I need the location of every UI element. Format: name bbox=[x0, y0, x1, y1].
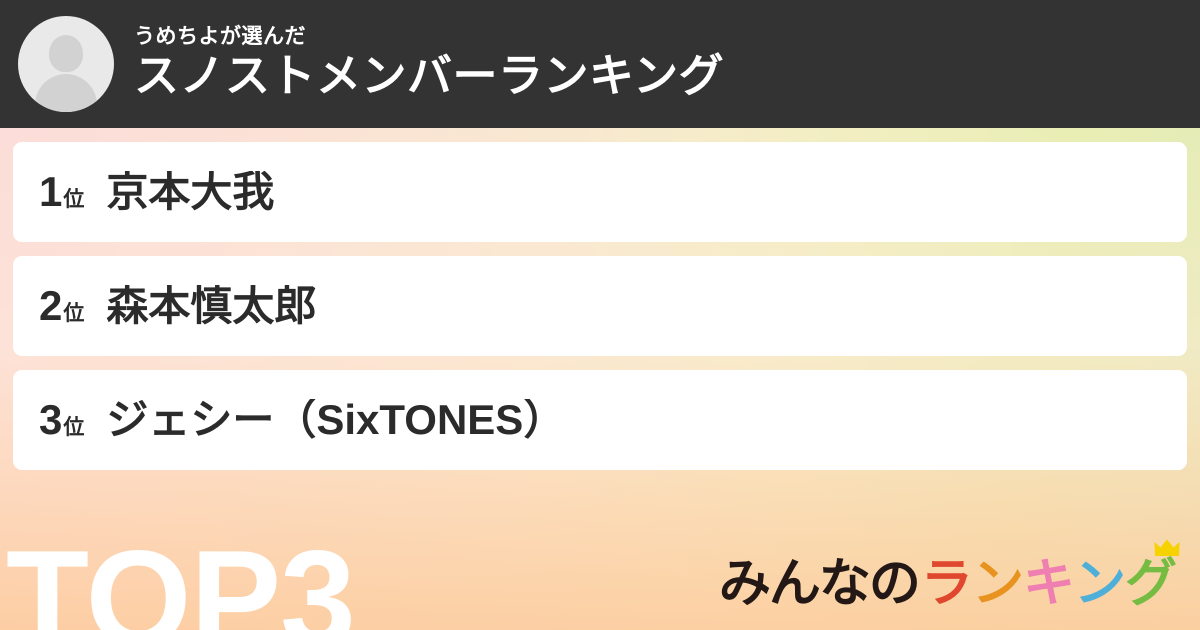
site-logo[interactable]: みんなの ラ ン キ ン グ bbox=[718, 539, 1180, 614]
logo-text-colored: ラ ン キ ン グ bbox=[920, 539, 1180, 614]
ranking-row-3[interactable]: 3 位 ジェシー（SixTONES） bbox=[13, 370, 1187, 470]
rank-unit-3: 位 bbox=[63, 416, 85, 439]
top3-watermark: TOP3 bbox=[6, 522, 356, 630]
rank-name-2: 森本慎太郎 bbox=[106, 285, 317, 327]
logo-kana-4: ン bbox=[1073, 554, 1126, 614]
rank-badge-1: 1 位 bbox=[39, 171, 84, 213]
logo-kana-2: ン bbox=[971, 554, 1024, 614]
footer: TOP3 みんなの ラ ン キ ン グ bbox=[0, 495, 1200, 630]
avatar-body-shape bbox=[35, 74, 97, 112]
rank-number-1: 1 bbox=[39, 168, 63, 215]
logo-kana-1: ラ bbox=[920, 554, 973, 614]
rank-badge-3: 3 位 bbox=[39, 399, 84, 441]
avatar-head-shape bbox=[49, 35, 83, 72]
ranking-list: 1 位 京本大我 2 位 森本慎太郎 3 位 ジェシー（SixTONES） bbox=[0, 128, 1200, 470]
rank-number-3: 3 bbox=[39, 396, 63, 443]
header-bar: うめちよが選んだ スノストメンバーランキング bbox=[0, 0, 1200, 128]
ranking-row-2[interactable]: 2 位 森本慎太郎 bbox=[13, 256, 1187, 356]
logo-kana-3: キ bbox=[1022, 554, 1075, 614]
header-text-group: うめちよが選んだ スノストメンバーランキング bbox=[134, 25, 724, 103]
rank-name-3: ジェシー（SixTONES） bbox=[106, 399, 566, 441]
rank-badge-2: 2 位 bbox=[39, 285, 84, 327]
logo-kana-5: グ bbox=[1124, 554, 1177, 614]
ranking-row-1[interactable]: 1 位 京本大我 bbox=[13, 142, 1187, 242]
rank-name-1: 京本大我 bbox=[106, 171, 275, 213]
page-title: スノストメンバーランキング bbox=[134, 49, 725, 101]
rank-number-2: 2 bbox=[39, 282, 63, 329]
rank-unit-1: 位 bbox=[63, 188, 85, 211]
logo-text-dark: みんなの bbox=[718, 554, 921, 614]
logo-kana-5-wrap: グ bbox=[1125, 539, 1180, 610]
rank-unit-2: 位 bbox=[63, 302, 85, 325]
header-subtitle: うめちよが選んだ bbox=[134, 24, 306, 48]
user-avatar-icon bbox=[18, 16, 114, 112]
crown-icon bbox=[1154, 539, 1180, 556]
